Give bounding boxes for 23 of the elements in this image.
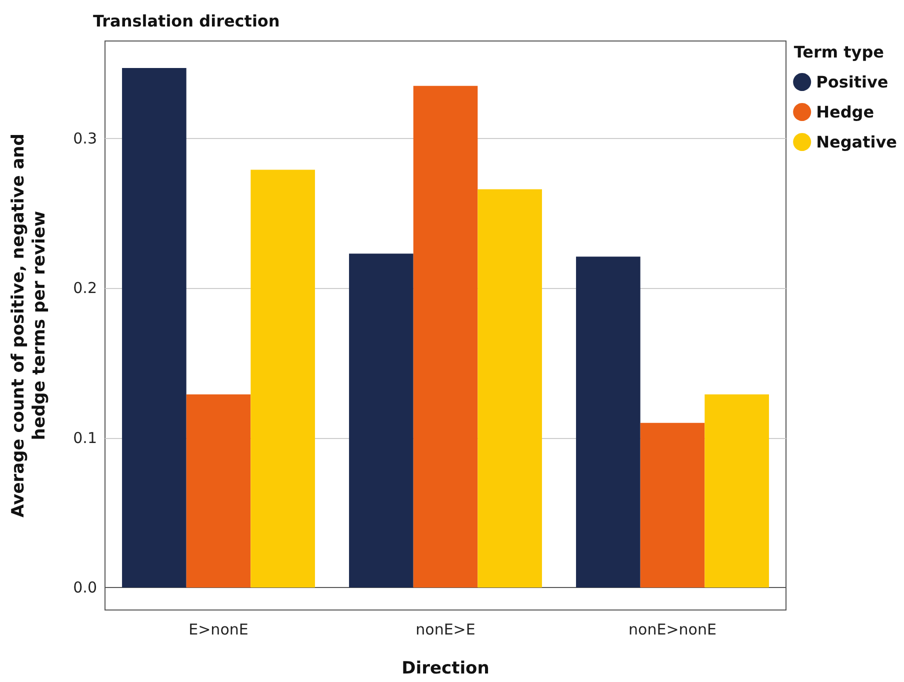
- x-axis-title: Direction: [402, 658, 490, 678]
- y-tick-label: 0.1: [73, 428, 97, 447]
- legend-label: Negative: [816, 132, 898, 152]
- legend-title: Term type: [794, 42, 884, 62]
- bar: [413, 86, 478, 588]
- legend-label: Hedge: [816, 102, 874, 122]
- bar: [640, 422, 705, 588]
- bar: [478, 189, 542, 588]
- chart-title: Translation direction: [93, 12, 280, 30]
- x-tick-label: E>nonE: [188, 620, 248, 638]
- bar: [122, 68, 186, 588]
- bar: [704, 394, 769, 588]
- y-tick-label: 0.2: [73, 279, 97, 298]
- y-tick-label: 0.3: [73, 129, 97, 148]
- y-tick-label: 0.0: [73, 578, 97, 597]
- x-tick-label: nonE>nonE: [628, 620, 716, 638]
- legend-label: Positive: [816, 72, 888, 92]
- bar: [186, 394, 251, 588]
- bar: [576, 256, 640, 588]
- bar: [250, 170, 315, 588]
- bar: [349, 254, 414, 588]
- y-axis-title: Average count of positive, negative and hedge terms per review: [8, 134, 50, 518]
- x-tick-label: nonE>E: [416, 620, 476, 638]
